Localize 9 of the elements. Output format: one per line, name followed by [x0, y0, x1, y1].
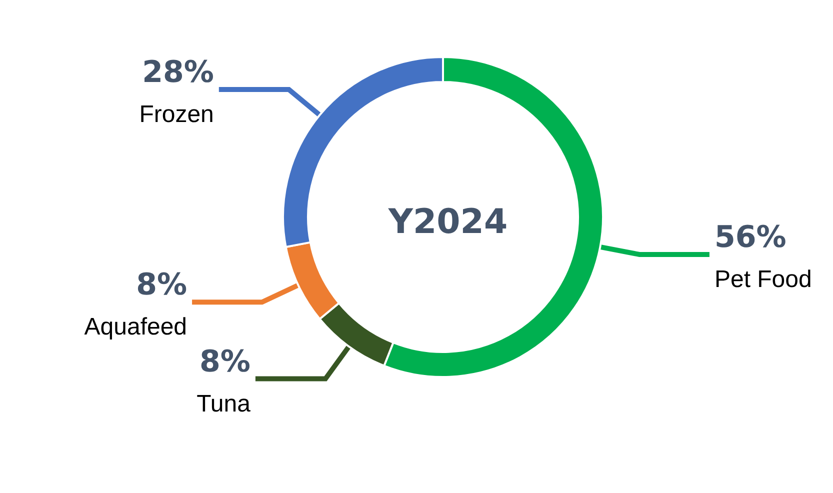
data-label: 8% [200, 344, 250, 380]
slice-label: Frozen [139, 101, 214, 128]
data-label: 8% [136, 268, 188, 303]
slice-label: Aquafeed [84, 314, 188, 341]
data-label: 56% [714, 220, 786, 255]
text: Y2024 [387, 202, 508, 242]
slice-label: Tuna [196, 390, 252, 418]
data-label: 28% [142, 55, 214, 90]
slice-label: Pet Food [714, 266, 812, 293]
